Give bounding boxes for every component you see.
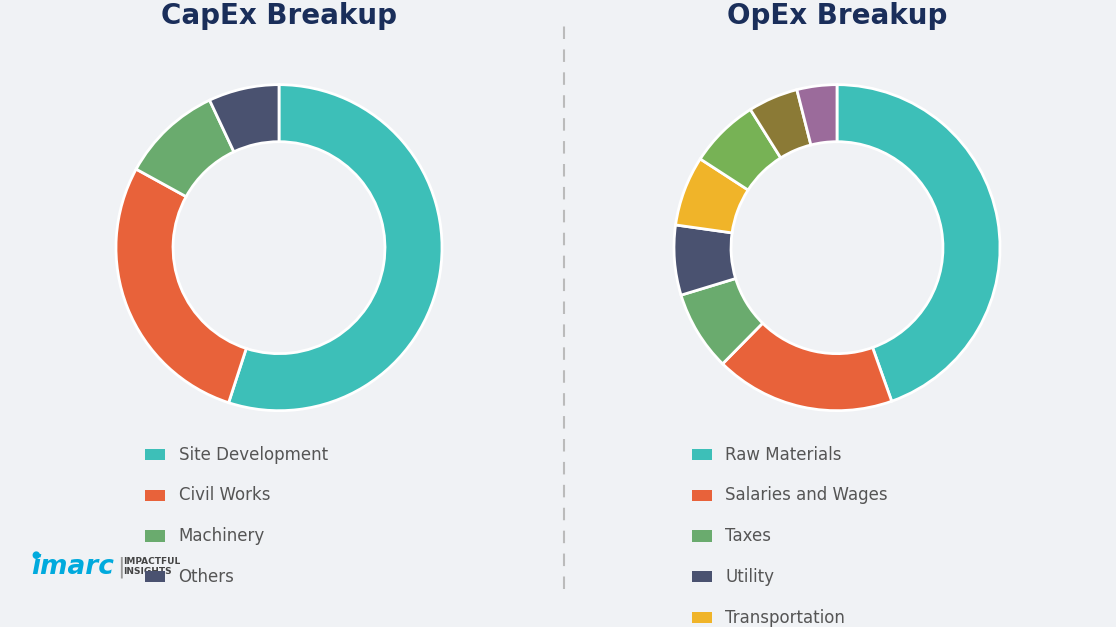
Text: Civil Works: Civil Works <box>179 487 270 504</box>
Text: |: | <box>117 557 125 578</box>
Text: Salaries and Wages: Salaries and Wages <box>725 487 888 504</box>
Text: imarc: imarc <box>31 554 114 581</box>
Text: Others: Others <box>179 568 234 586</box>
Wedge shape <box>229 85 442 411</box>
Wedge shape <box>700 110 781 190</box>
Wedge shape <box>681 278 762 364</box>
Text: Taxes: Taxes <box>725 527 771 545</box>
Wedge shape <box>750 90 811 158</box>
Wedge shape <box>723 323 892 411</box>
Text: INSIGHTS: INSIGHTS <box>123 567 172 576</box>
Text: Site Development: Site Development <box>179 446 328 463</box>
Title: CapEx Breakup: CapEx Breakup <box>161 3 397 31</box>
Text: Machinery: Machinery <box>179 527 264 545</box>
Wedge shape <box>674 225 735 295</box>
Text: ●: ● <box>31 550 40 560</box>
Wedge shape <box>136 100 234 197</box>
Wedge shape <box>675 159 748 233</box>
Wedge shape <box>837 85 1000 401</box>
Wedge shape <box>797 85 837 145</box>
Wedge shape <box>116 169 247 403</box>
Text: Raw Materials: Raw Materials <box>725 446 841 463</box>
Title: OpEx Breakup: OpEx Breakup <box>727 3 947 31</box>
Wedge shape <box>210 85 279 152</box>
Text: Transportation: Transportation <box>725 609 845 626</box>
Text: IMPACTFUL: IMPACTFUL <box>123 557 180 566</box>
Text: Utility: Utility <box>725 568 775 586</box>
